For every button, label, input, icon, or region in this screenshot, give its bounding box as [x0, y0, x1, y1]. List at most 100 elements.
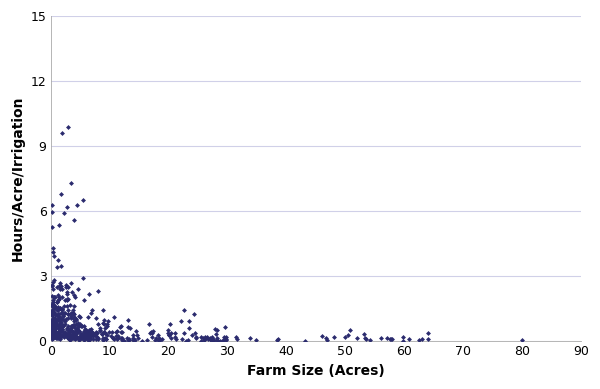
- Point: [74, 336, 84, 342]
- Point: [80, 329, 89, 335]
- Point: [65, 335, 74, 342]
- Point: [58, 313, 68, 319]
- Point: [49, 310, 58, 316]
- Point: [54, 335, 64, 342]
- Point: [70, 322, 79, 328]
- Point: [89, 330, 98, 336]
- Point: [190, 330, 200, 336]
- Point: [78, 275, 88, 282]
- Point: [47, 283, 57, 289]
- Point: [88, 307, 97, 313]
- Point: [64, 124, 73, 130]
- Point: [74, 336, 84, 342]
- Point: [166, 335, 176, 341]
- Point: [132, 332, 142, 338]
- Point: [64, 335, 73, 341]
- Point: [72, 330, 82, 336]
- Point: [102, 332, 112, 338]
- Point: [50, 320, 60, 326]
- Point: [77, 335, 86, 341]
- Point: [198, 335, 208, 341]
- Point: [215, 338, 224, 344]
- Point: [51, 321, 61, 327]
- Point: [73, 286, 83, 293]
- Point: [56, 319, 65, 325]
- Point: [53, 307, 63, 314]
- Point: [52, 298, 62, 305]
- Point: [221, 335, 231, 341]
- Point: [62, 296, 72, 302]
- Point: [212, 335, 221, 342]
- Point: [56, 283, 65, 289]
- Point: [56, 191, 66, 197]
- Point: [68, 289, 77, 295]
- Point: [154, 337, 163, 343]
- Point: [151, 337, 160, 343]
- Point: [64, 335, 74, 341]
- Point: [145, 321, 154, 328]
- Point: [71, 335, 81, 341]
- Point: [119, 337, 128, 343]
- Point: [163, 330, 172, 336]
- Point: [74, 334, 83, 340]
- Point: [66, 311, 76, 317]
- Point: [221, 336, 231, 343]
- Point: [54, 326, 64, 333]
- Point: [100, 335, 110, 341]
- Point: [65, 333, 74, 340]
- Point: [55, 321, 64, 327]
- Point: [64, 296, 73, 302]
- Point: [58, 322, 67, 328]
- Point: [71, 321, 81, 327]
- Point: [67, 322, 77, 329]
- Point: [53, 332, 63, 338]
- Point: [65, 333, 74, 339]
- Point: [70, 328, 80, 335]
- Point: [63, 284, 73, 290]
- Point: [50, 252, 59, 259]
- Point: [385, 336, 395, 342]
- Point: [62, 303, 72, 309]
- Point: [86, 326, 95, 333]
- Point: [117, 329, 127, 335]
- Point: [71, 335, 80, 341]
- Point: [343, 332, 353, 338]
- Point: [53, 310, 63, 317]
- Point: [50, 329, 60, 335]
- Point: [56, 310, 66, 317]
- Point: [63, 315, 73, 321]
- Point: [62, 204, 72, 210]
- Point: [155, 337, 165, 343]
- Point: [48, 331, 58, 338]
- Point: [56, 324, 66, 330]
- Point: [251, 337, 261, 343]
- Point: [117, 337, 127, 343]
- Point: [65, 332, 74, 338]
- Point: [220, 333, 229, 340]
- Point: [82, 335, 91, 341]
- Point: [47, 308, 57, 315]
- Point: [85, 336, 95, 342]
- Point: [91, 315, 101, 321]
- Point: [56, 333, 65, 339]
- Point: [55, 286, 64, 292]
- Point: [179, 330, 188, 336]
- Point: [49, 286, 58, 293]
- Point: [145, 330, 155, 336]
- Point: [398, 334, 408, 340]
- Point: [48, 335, 58, 341]
- Point: [81, 333, 91, 340]
- Point: [70, 314, 80, 321]
- Point: [112, 333, 122, 339]
- Point: [124, 336, 134, 343]
- Point: [99, 329, 109, 335]
- Point: [365, 337, 375, 343]
- Point: [48, 316, 58, 322]
- Point: [50, 294, 59, 301]
- Point: [218, 337, 227, 343]
- Point: [76, 314, 85, 321]
- Point: [68, 310, 77, 316]
- Point: [49, 315, 58, 321]
- Point: [72, 327, 82, 333]
- Point: [52, 307, 61, 313]
